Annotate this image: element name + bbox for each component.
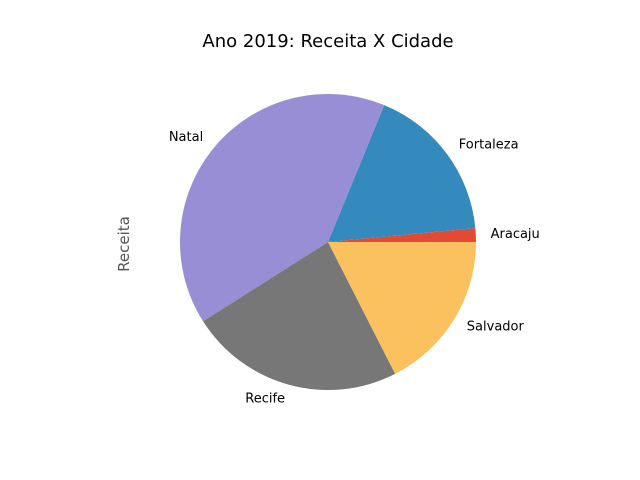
pie-slice-salvador [328,242,476,374]
slice-label-aracaju: Aracaju [491,227,540,242]
chart-title: Ano 2019: Receita X Cidade [202,31,454,52]
slice-label-fortaleza: Fortaleza [459,138,519,153]
slice-label-salvador: Salvador [467,320,525,335]
slice-label-recife: Recife [245,392,285,407]
pie-slice-aracaju [328,228,476,242]
pie-slice-recife [203,242,396,390]
pie-slice-fortaleza [328,105,476,242]
pie-slice-natal [180,94,385,322]
slice-label-natal: Natal [169,130,203,145]
